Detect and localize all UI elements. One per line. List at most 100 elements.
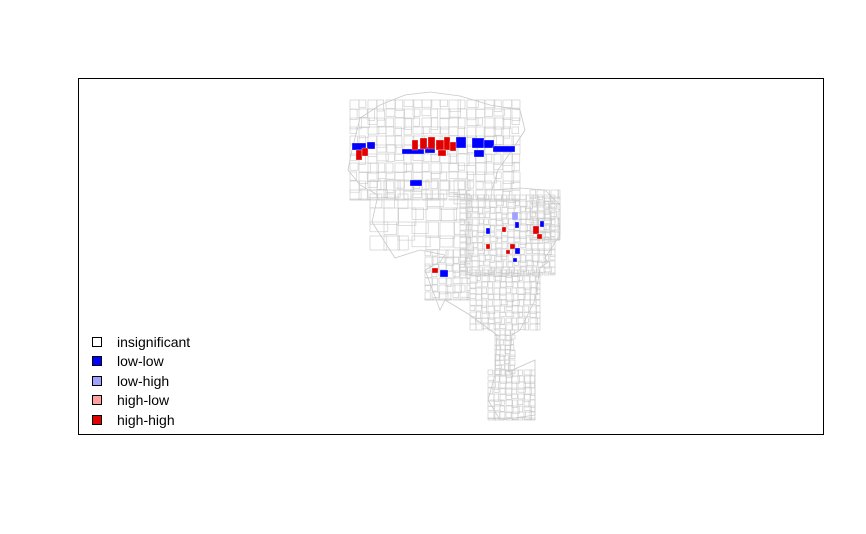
tract bbox=[519, 242, 526, 248]
tract bbox=[466, 249, 471, 260]
tract bbox=[448, 99, 461, 112]
tract bbox=[477, 260, 484, 266]
tract bbox=[394, 99, 404, 111]
tract bbox=[493, 126, 502, 136]
tract bbox=[501, 218, 509, 224]
tract bbox=[457, 162, 466, 171]
tract bbox=[535, 287, 541, 294]
legend-item-low-high: low-high bbox=[92, 371, 190, 391]
tract bbox=[430, 162, 443, 174]
tract bbox=[505, 387, 512, 396]
tract bbox=[475, 317, 482, 323]
tract bbox=[525, 212, 531, 221]
tract bbox=[452, 298, 462, 301]
tract bbox=[499, 399, 505, 406]
tract bbox=[550, 238, 560, 241]
tract bbox=[529, 305, 537, 314]
tract bbox=[499, 411, 506, 419]
tract bbox=[525, 254, 534, 261]
tract bbox=[475, 293, 482, 301]
cluster-tract bbox=[409, 179, 423, 187]
tract bbox=[519, 254, 526, 263]
tract bbox=[430, 198, 440, 201]
tract bbox=[509, 344, 515, 352]
tract bbox=[459, 284, 466, 293]
tract bbox=[519, 260, 528, 267]
tract bbox=[438, 284, 449, 295]
tract bbox=[511, 299, 520, 306]
tract bbox=[358, 162, 371, 173]
tract bbox=[469, 275, 478, 284]
legend-label: high-low bbox=[117, 392, 170, 409]
tract bbox=[493, 399, 502, 405]
tract bbox=[517, 381, 526, 390]
tract bbox=[466, 153, 476, 166]
tract bbox=[445, 277, 452, 287]
tract bbox=[397, 207, 417, 226]
tract bbox=[439, 179, 451, 191]
tract bbox=[394, 189, 405, 201]
tract bbox=[477, 218, 484, 225]
tract bbox=[487, 287, 494, 295]
tract bbox=[385, 180, 395, 193]
tract bbox=[439, 126, 449, 135]
tract bbox=[484, 108, 493, 117]
tract bbox=[529, 317, 538, 325]
tract bbox=[502, 180, 512, 192]
tract bbox=[543, 224, 550, 230]
tract bbox=[471, 230, 478, 237]
tract bbox=[475, 287, 482, 295]
tract bbox=[457, 108, 467, 119]
tract bbox=[511, 171, 521, 183]
tract bbox=[394, 198, 407, 201]
tract bbox=[525, 242, 532, 251]
tract bbox=[475, 275, 481, 281]
tract bbox=[475, 269, 481, 277]
cluster-tract bbox=[455, 136, 467, 149]
tract bbox=[376, 126, 387, 134]
tract bbox=[511, 381, 518, 390]
tract bbox=[466, 284, 471, 291]
tract bbox=[459, 263, 466, 271]
tract bbox=[549, 254, 556, 261]
tract bbox=[543, 203, 550, 210]
tract bbox=[439, 162, 450, 173]
tract bbox=[466, 298, 471, 301]
tract bbox=[505, 281, 514, 287]
tract bbox=[511, 99, 521, 109]
tract bbox=[383, 235, 400, 251]
tract bbox=[501, 200, 507, 208]
tract bbox=[517, 323, 526, 330]
tract bbox=[505, 393, 512, 400]
tract bbox=[448, 171, 459, 179]
tract bbox=[505, 287, 511, 294]
tract bbox=[483, 206, 491, 212]
tract bbox=[502, 162, 515, 172]
tract bbox=[430, 117, 439, 130]
tract bbox=[481, 275, 490, 282]
tract bbox=[475, 311, 481, 319]
cluster-tract bbox=[514, 247, 521, 255]
tract bbox=[452, 249, 461, 258]
tract bbox=[483, 242, 492, 251]
tract bbox=[376, 153, 389, 162]
tract bbox=[505, 311, 515, 317]
tract bbox=[448, 198, 458, 201]
tract bbox=[499, 359, 505, 366]
tract bbox=[452, 284, 462, 294]
tract bbox=[465, 212, 472, 218]
tract bbox=[431, 277, 438, 285]
tract bbox=[493, 405, 501, 412]
tract bbox=[536, 210, 546, 219]
tract bbox=[517, 317, 526, 324]
tract bbox=[484, 117, 496, 129]
tract bbox=[489, 266, 495, 273]
tract bbox=[507, 200, 516, 209]
tract bbox=[383, 207, 399, 225]
tract bbox=[376, 108, 385, 121]
tract bbox=[483, 212, 490, 218]
tract bbox=[495, 212, 502, 221]
tract bbox=[550, 189, 559, 199]
tract bbox=[471, 194, 478, 200]
tract bbox=[483, 260, 490, 266]
